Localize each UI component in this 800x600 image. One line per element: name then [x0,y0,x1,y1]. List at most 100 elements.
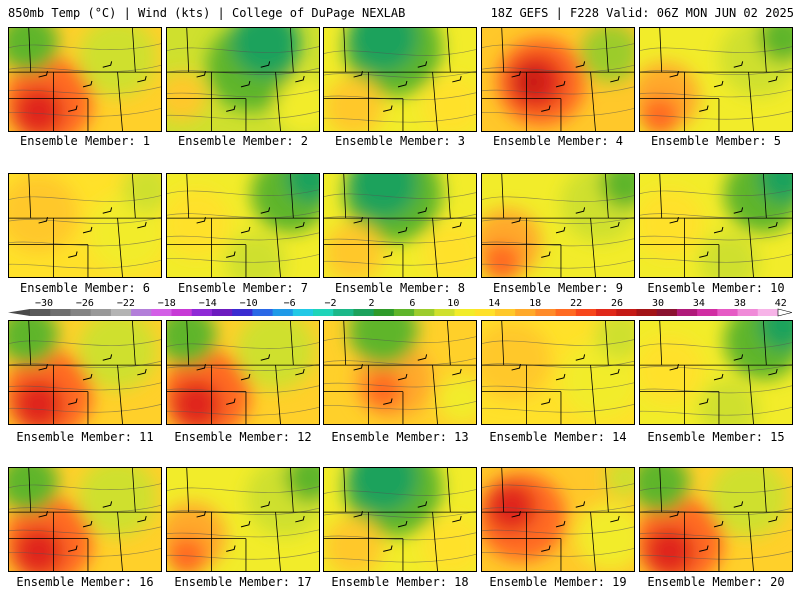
ensemble-map-panel [8,467,162,572]
colorbar-tick-label: 38 [734,298,746,309]
ensemble-member-label: Ensemble Member: 11 [16,430,154,444]
temperature-field-map [167,321,319,424]
ensemble-member-label: Ensemble Member: 18 [331,575,469,589]
colorbar-segment [171,309,193,316]
colorbar-tick-label: −22 [117,298,135,309]
colorbar-segment [697,309,718,316]
temperature-field-map [324,468,476,571]
colorbar-tick-label: 22 [570,298,582,309]
ensemble-member-label: Ensemble Member: 7 [177,281,309,295]
colorbar-segment [313,309,334,316]
colorbar-segment [252,309,274,316]
ensemble-map-panel [8,173,162,278]
ensemble-map-panel [639,467,793,572]
ensemble-member-label: Ensemble Member: 17 [174,575,312,589]
ensemble-map-panel [166,320,320,425]
colorbar-segment [515,309,536,316]
colorbar-segment [393,309,415,316]
colorbar-segment [616,309,637,316]
ensemble-map-panel [323,320,477,425]
colorbar-tick-label: 2 [368,298,374,309]
temperature-field-map [482,28,634,131]
ensemble-map-panel [166,467,320,572]
colorbar-segment [131,309,152,316]
ensemble-member-label: Ensemble Member: 6 [19,281,151,295]
temperature-field-map [324,321,476,424]
ensemble-member-label: Ensemble Member: 15 [647,430,785,444]
colorbar-segment [636,309,658,316]
temperature-field-map [640,174,792,277]
colorbar-tick-label: 18 [529,298,541,309]
ensemble-map-panel [639,320,793,425]
ensemble-map-panel [8,320,162,425]
ensemble-member-label: Ensemble Member: 1 [19,134,151,148]
colorbar-tick-label: 42 [775,298,787,309]
ensemble-map-panel [639,27,793,132]
colorbar-segment [596,309,617,316]
ensemble-member-label: Ensemble Member: 4 [492,134,624,148]
ensemble-map-panel [639,173,793,278]
colorbar-segment [373,309,395,316]
ensemble-map-panel [481,27,635,132]
temperature-field-map [9,468,161,571]
ensemble-member-label: Ensemble Member: 5 [650,134,782,148]
temperature-field-map [482,468,634,571]
ensemble-member-label: Ensemble Member: 13 [331,430,469,444]
ensemble-member-label: Ensemble Member: 2 [177,134,309,148]
temperature-field-map [640,321,792,424]
ensemble-map-panel [166,173,320,278]
colorbar-segment [454,309,476,316]
ensemble-member-label: Ensemble Member: 16 [16,575,154,589]
ensemble-member-label: Ensemble Member: 14 [489,430,627,444]
colorbar-segment [151,309,173,316]
ensemble-member-label: Ensemble Member: 12 [174,430,312,444]
temperature-field-map [482,174,634,277]
colorbar-tick-label: 6 [409,298,415,309]
colorbar-tick-label: −2 [325,298,337,309]
temperature-field-map [640,28,792,131]
colorbar-segment [555,309,577,316]
ensemble-map-panel [481,467,635,572]
temperature-field-map [640,468,792,571]
colorbar-segment [494,309,516,316]
temperature-field-map [167,174,319,277]
colorbar-tick-label: −26 [76,298,94,309]
temperature-field-map [167,28,319,131]
colorbar-min-arrow [8,309,30,316]
colorbar-segment [434,309,456,316]
ensemble-member-label: Ensemble Member: 8 [334,281,466,295]
temperature-field-map [9,321,161,424]
colorbar-segment [676,309,698,316]
temperature-field-map [324,28,476,131]
ensemble-map-panel [166,27,320,132]
ensemble-map-panel [323,467,477,572]
temperature-field-map [324,174,476,277]
colorbar-segment [575,309,597,316]
colorbar-segment [757,309,779,316]
temperature-field-map [167,468,319,571]
colorbar-segment [30,309,51,316]
colorbar-segment [474,309,496,316]
colorbar-segment [656,309,678,316]
colorbar-segment [353,309,375,316]
colorbar-tick-label: 14 [488,298,500,309]
ensemble-map-panel [323,27,477,132]
ensemble-map-panel [481,320,635,425]
colorbar-segment [50,309,71,316]
ensemble-map-panel [323,173,477,278]
ensemble-map-panel [8,27,162,132]
ensemble-member-label: Ensemble Member: 9 [492,281,624,295]
temperature-field-map [9,174,161,277]
colorbar-tick-label: 30 [652,298,664,309]
model-valid-time: 18Z GEFS | F228 Valid: 06Z MON JUN 02 20… [490,6,794,20]
colorbar-segment [292,309,314,316]
ensemble-member-label: Ensemble Member: 3 [334,134,466,148]
colorbar-segment [211,309,233,316]
ensemble-member-label: Ensemble Member: 10 [647,281,785,295]
temperature-colorbar: −30 −26 −22 −18 −14 −10 −6 −2 2 6 10 14 18 22 26 30 34 38… [8,298,792,317]
colorbar-tick-label: −14 [199,298,217,309]
colorbar-segment [232,309,253,316]
colorbar-segment [333,309,354,316]
colorbar-tick-label: −30 [35,298,53,309]
ensemble-member-label: Ensemble Member: 20 [647,575,785,589]
